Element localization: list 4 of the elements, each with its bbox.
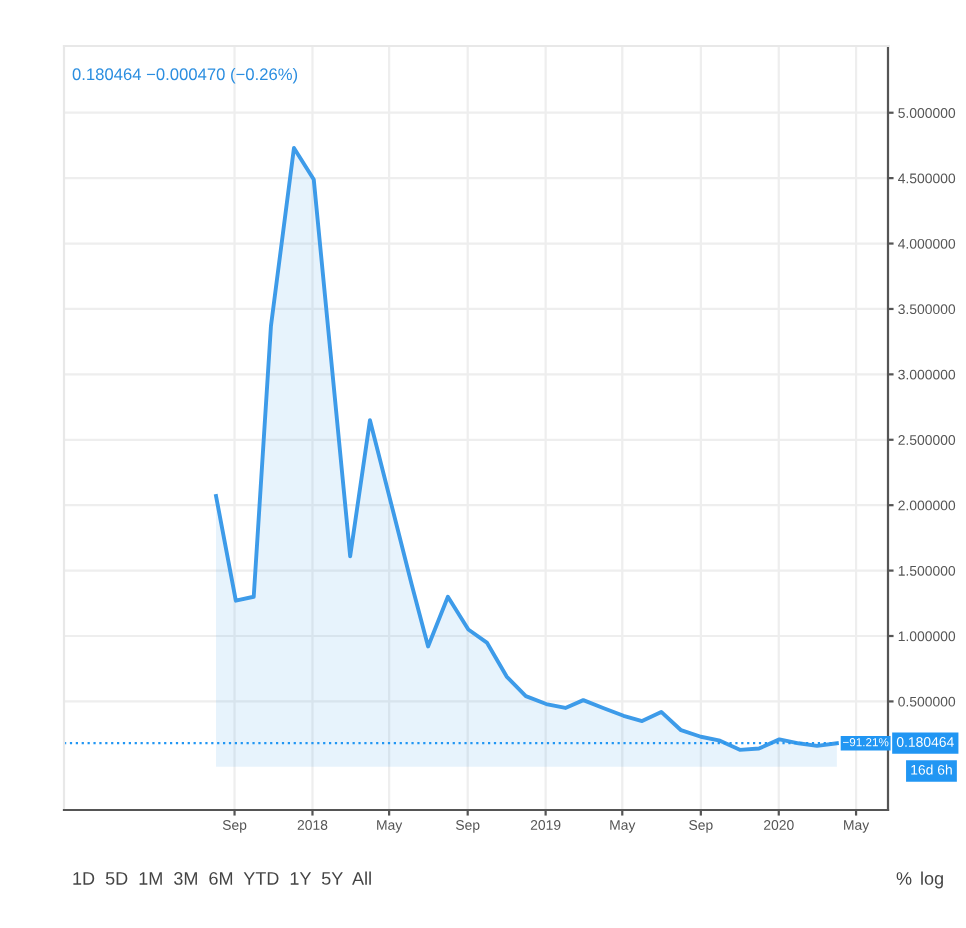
text: 1D 5D 1M 3M 6M YTD 1Y 5Y All bbox=[73, 871, 371, 885]
annotation: 0.180464 −0.000470 (−0.26%) bbox=[72, 67, 298, 84]
text: % bbox=[896, 872, 912, 885]
text: log bbox=[921, 871, 943, 889]
